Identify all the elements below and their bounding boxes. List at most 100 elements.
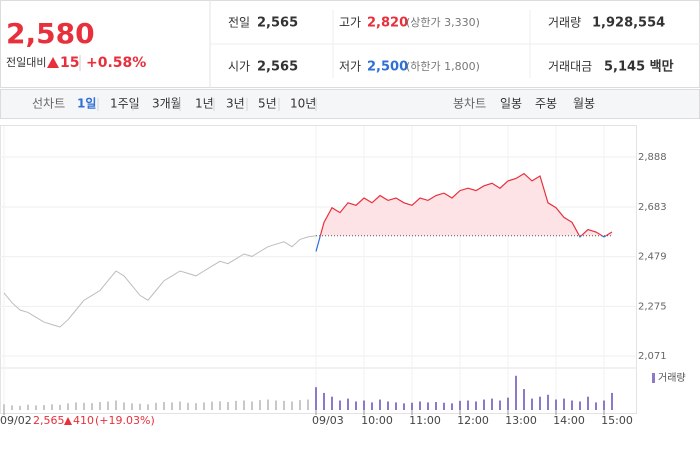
- period-tab[interactable]: 10년: [290, 97, 316, 111]
- volume-bar: [403, 403, 405, 410]
- plot-frame: [0, 125, 637, 414]
- y-tick-label: 2,888: [638, 152, 667, 163]
- change-label: 전일대비: [6, 55, 46, 69]
- period-tab[interactable]: 1년: [195, 97, 214, 111]
- x-tick-label: 15:00: [601, 414, 633, 427]
- y-tick-label: 2,683: [638, 202, 667, 213]
- volume-bar: [371, 402, 373, 410]
- volume-bar: [27, 404, 29, 410]
- volume-bar: [19, 405, 21, 410]
- volume-bar: [515, 375, 517, 410]
- period-tab[interactable]: 주봉: [535, 97, 557, 111]
- volume-bar: [443, 402, 445, 410]
- volume-bar: [427, 402, 429, 410]
- volume-bar: [51, 404, 53, 410]
- volume-bar: [267, 399, 269, 410]
- price: 2,580: [6, 17, 95, 50]
- volume-bar: [531, 398, 533, 410]
- period-tab[interactable]: 5년: [258, 97, 277, 111]
- volume-bar: [523, 389, 525, 410]
- volume-bar: [235, 400, 237, 410]
- volume-bar: [163, 402, 165, 410]
- stat-value: 2,820: [367, 16, 408, 31]
- period-tab[interactable]: 3년: [226, 97, 245, 111]
- volume-bar: [467, 400, 469, 410]
- legend-label: 거래량: [658, 372, 686, 384]
- period-tab[interactable]: 3개월: [152, 97, 182, 111]
- stat-value: 5,145 백만: [604, 59, 674, 75]
- volume-bar: [411, 402, 413, 410]
- prev-change: 410: [73, 414, 94, 427]
- volume-bar: [451, 403, 453, 410]
- period-tab[interactable]: 1주일: [110, 97, 140, 111]
- volume-bar: [107, 401, 109, 410]
- volume-bar: [171, 402, 173, 410]
- volume-bar: [3, 404, 5, 410]
- stat-label: 거래대금: [548, 60, 592, 74]
- volume-bar: [259, 400, 261, 410]
- y-tick-label: 2,275: [638, 301, 667, 312]
- volume-bar: [339, 400, 341, 410]
- stat-note: (상한가 3,330): [406, 16, 480, 29]
- period-tab[interactable]: 일봉: [500, 97, 522, 111]
- x-tick-label: 13:00: [505, 414, 537, 427]
- volume-bar: [211, 401, 213, 410]
- volume-bar: [243, 400, 245, 410]
- up-area: [316, 173, 612, 236]
- up-icon: [47, 57, 59, 68]
- volume-bar: [179, 401, 181, 410]
- volume-bar: [571, 400, 573, 410]
- x-tick-label: 09/03: [312, 414, 344, 427]
- volume-bar: [91, 403, 93, 410]
- volume-bar: [499, 400, 501, 410]
- volume-bar: [603, 400, 605, 410]
- stat-label: 고가: [339, 16, 361, 30]
- stat-label: 저가: [339, 60, 361, 74]
- up-icon: [64, 417, 72, 425]
- volume-bar: [35, 405, 37, 410]
- volume-bar: [307, 399, 309, 410]
- volume-bar: [419, 401, 421, 410]
- volume-bar: [283, 400, 285, 410]
- period-tab[interactable]: 1일: [77, 97, 96, 111]
- volume-bar: [595, 402, 597, 410]
- y-tick-label: 2,071: [638, 351, 667, 362]
- volume-bar: [155, 402, 157, 410]
- volume-bar: [611, 392, 613, 410]
- x-tick-label: 10:00: [361, 414, 393, 427]
- prev-close: 2,565: [33, 414, 65, 427]
- volume-bar: [219, 401, 221, 410]
- stat-value: 1,928,554: [592, 16, 665, 31]
- x-tick-label: 14:00: [553, 414, 585, 427]
- volume-bar: [11, 405, 13, 410]
- stat-note: (하한가 1,800): [406, 59, 480, 73]
- volume-bar: [251, 401, 253, 410]
- volume-bar: [187, 402, 189, 410]
- volume-bar: [131, 403, 133, 410]
- volume-bar: [435, 402, 437, 410]
- volume-bar: [315, 387, 317, 410]
- volume-bar: [363, 400, 365, 410]
- volume-bar: [395, 402, 397, 410]
- volume-bar: [563, 398, 565, 410]
- volume-bar: [507, 397, 509, 410]
- volume-bar: [475, 401, 477, 410]
- volume-bar: [99, 402, 101, 410]
- today-line-up: [319, 172, 613, 236]
- volume-bar: [579, 401, 581, 410]
- x-tick-label: 12:00: [457, 414, 489, 427]
- y-tick-label: 2,479: [638, 252, 667, 263]
- period-tab[interactable]: 월봉: [573, 97, 595, 111]
- x-tick-label: 09/02: [0, 414, 32, 427]
- change: 15: [60, 55, 79, 71]
- stat-value: 2,500: [367, 60, 408, 75]
- volume-bar: [331, 396, 333, 410]
- legend-swatch: [652, 373, 655, 383]
- volume-bar: [43, 405, 45, 410]
- volume-bar: [483, 399, 485, 410]
- volume-bar: [323, 392, 325, 410]
- volume-bar: [227, 402, 229, 410]
- x-tick-label: 11:00: [409, 414, 441, 427]
- volume-bar: [75, 402, 77, 410]
